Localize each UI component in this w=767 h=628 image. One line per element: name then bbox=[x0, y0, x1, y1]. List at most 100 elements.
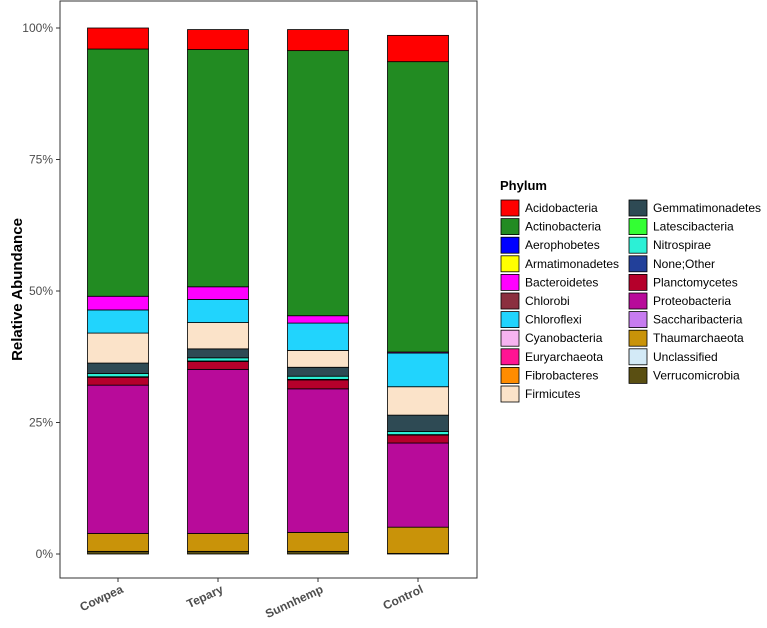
legend-label: Proteobacteria bbox=[653, 294, 731, 308]
legend-swatch bbox=[500, 348, 520, 366]
y-tick-label: 25% bbox=[29, 416, 53, 430]
legend-item-firmicutes: Firmicutes bbox=[500, 385, 580, 403]
bar-segment-firmicutes bbox=[187, 322, 249, 350]
legend-label: Acidobacteria bbox=[525, 201, 598, 215]
legend-label: Latescibacteria bbox=[653, 220, 734, 234]
legend-label: Verrucomicrobia bbox=[653, 368, 740, 382]
x-axis: Cowpea Tepary Sunnhemp Control bbox=[78, 578, 426, 621]
legend-item-verrucomicrobia: Verrucomicrobia bbox=[628, 366, 740, 384]
y-tick-label: 0% bbox=[36, 547, 54, 561]
bar-segment-bacteroidetes bbox=[87, 295, 149, 311]
bar-segment-acidobacteria bbox=[187, 29, 249, 50]
legend-swatch bbox=[628, 273, 648, 291]
y-tick-label: 75% bbox=[29, 153, 53, 167]
bar-segment-thaumarchaeota bbox=[287, 532, 349, 552]
legend-item-bacteroidetes: Bacteroidetes bbox=[500, 273, 598, 291]
legend: Phylum Acidobacteria Actinobacteria Aeropho… bbox=[500, 178, 761, 403]
legend-swatch bbox=[500, 255, 520, 273]
bar-stack-control bbox=[387, 34, 449, 555]
x-tick-label: Sunnhemp bbox=[263, 582, 325, 621]
bar-segment-firmicutes bbox=[387, 386, 449, 416]
bar-segment-chloroflexi bbox=[387, 352, 449, 388]
legend-label: Euryarchaeota bbox=[525, 350, 603, 364]
bar-segment-chloroflexi bbox=[287, 322, 349, 351]
bar-segment-acidobacteria bbox=[87, 27, 149, 50]
bar-segment-actinobacteria bbox=[187, 49, 249, 288]
legend-label: Actinobacteria bbox=[525, 220, 601, 234]
y-axis: 0% 25% 50% 75% 100% bbox=[22, 21, 60, 561]
bar-segment-nitrospirae bbox=[87, 373, 149, 378]
bar-segment-proteobacteria bbox=[387, 442, 449, 528]
legend-item-chlorobi: Chlorobi bbox=[500, 292, 570, 310]
y-axis-title: Relative Abundance bbox=[9, 218, 26, 361]
legend-swatch bbox=[500, 385, 520, 403]
bar-segment-gemmatimonadetes bbox=[187, 348, 249, 359]
bar-segment-gemmatimonadetes bbox=[87, 362, 149, 374]
legend-label: Planctomycetes bbox=[653, 275, 738, 289]
legend-item-none-other: None;Other bbox=[628, 255, 715, 273]
legend-item-nitrospirae: Nitrospirae bbox=[628, 236, 711, 254]
legend-item-euryarchaeota: Euryarchaeota bbox=[500, 348, 603, 366]
y-tick-label: 100% bbox=[22, 21, 53, 35]
legend-item-thaumarchaeota: Thaumarchaeota bbox=[628, 329, 744, 347]
bar-segment-acidobacteria bbox=[287, 29, 349, 52]
bar-segment-nitrospirae bbox=[187, 357, 249, 362]
legend-label: Nitrospirae bbox=[653, 238, 711, 252]
bar-segment-bacteroidetes bbox=[187, 286, 249, 300]
legend-item-cyanobacteria: Cyanobacteria bbox=[500, 329, 603, 347]
legend-item-planctomycetes: Planctomycetes bbox=[628, 273, 738, 291]
bar-segment-bacteroidetes bbox=[287, 315, 349, 324]
legend-swatch bbox=[500, 329, 520, 347]
x-tick-label: Control bbox=[381, 582, 426, 613]
legend-swatch bbox=[628, 348, 648, 366]
bar-segment-acidobacteria bbox=[387, 34, 449, 63]
bar-segment-proteobacteria bbox=[187, 368, 249, 534]
legend-swatch bbox=[628, 311, 648, 329]
legend-swatch bbox=[500, 273, 520, 291]
bar-stack-cowpea bbox=[87, 27, 149, 555]
legend-item-acidobacteria: Acidobacteria bbox=[500, 199, 598, 217]
bar-segment-planctomycetes bbox=[187, 361, 249, 370]
legend-item-unclassified: Unclassified bbox=[628, 348, 718, 366]
bar-segment-chloroflexi bbox=[187, 299, 249, 323]
bar-segment-firmicutes bbox=[287, 350, 349, 368]
legend-swatch bbox=[628, 255, 648, 273]
legend-swatch bbox=[628, 292, 648, 310]
legend-label: Armatimonadetes bbox=[525, 257, 619, 271]
legend-item-fibrobacteres: Fibrobacteres bbox=[500, 366, 598, 384]
y-axis-title-group: Relative Abundance bbox=[9, 218, 26, 361]
bar-segment-gemmatimonadetes bbox=[287, 366, 349, 377]
legend-item-gemmatimonadetes: Gemmatimonadetes bbox=[628, 199, 761, 217]
legend-label: Chloroflexi bbox=[525, 313, 582, 327]
bars bbox=[87, 27, 449, 555]
legend-swatch bbox=[628, 236, 648, 254]
legend-label: Thaumarchaeota bbox=[653, 331, 744, 345]
legend-swatch bbox=[628, 366, 648, 384]
legend-swatch bbox=[500, 199, 520, 217]
bar-segment-proteobacteria bbox=[287, 388, 349, 533]
legend-label: Fibrobacteres bbox=[525, 368, 598, 382]
bar-segment-proteobacteria bbox=[87, 384, 149, 534]
bar-segment-actinobacteria bbox=[387, 61, 449, 353]
y-tick-label: 50% bbox=[29, 284, 53, 298]
legend-item-latescibacteria: Latescibacteria bbox=[628, 218, 734, 236]
bar-segment-thaumarchaeota bbox=[87, 533, 149, 552]
bar-segment-planctomycetes bbox=[287, 379, 349, 390]
legend-label: Unclassified bbox=[653, 350, 718, 364]
legend-title: Phylum bbox=[500, 178, 547, 193]
legend-swatch bbox=[500, 311, 520, 329]
bar-segment-thaumarchaeota bbox=[187, 533, 249, 552]
x-tick-label: Cowpea bbox=[78, 582, 126, 614]
legend-item-proteobacteria: Proteobacteria bbox=[628, 292, 731, 310]
legend-item-actinobacteria: Actinobacteria bbox=[500, 218, 601, 236]
bar-segment-planctomycetes bbox=[87, 376, 149, 386]
bar-stack-sunnhemp bbox=[287, 29, 349, 555]
legend-label: Saccharibacteria bbox=[653, 313, 743, 327]
bar-segment-actinobacteria bbox=[287, 50, 349, 317]
legend-label: Aerophobetes bbox=[525, 238, 600, 252]
bar-segment-actinobacteria bbox=[87, 48, 149, 297]
bar-segment-thaumarchaeota bbox=[387, 526, 449, 554]
bar-stack-tepary bbox=[187, 29, 249, 555]
legend-swatch bbox=[628, 218, 648, 236]
